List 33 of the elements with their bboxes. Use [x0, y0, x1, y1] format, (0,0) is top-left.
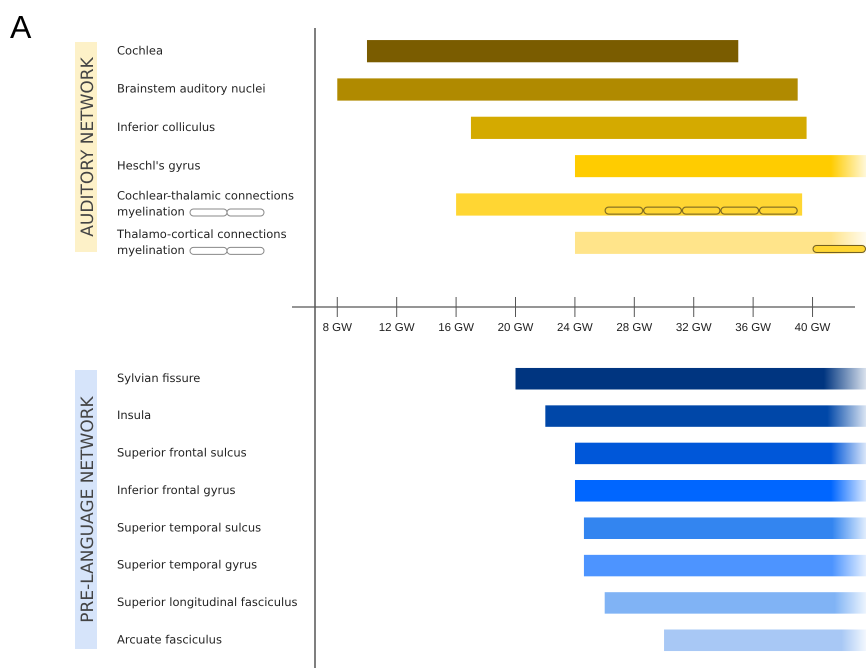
- y-tick-label: Arcuate fasciculus: [117, 632, 222, 646]
- y-tick-label: Thalamo-cortical connections myelination: [116, 226, 287, 257]
- x-tick-label: 36 GW: [735, 322, 772, 334]
- y-axis-title: PRE-LANGUAGE NETWORK: [78, 395, 98, 623]
- x-tick-label: 20 GW: [498, 322, 534, 334]
- text: A: [10, 9, 32, 45]
- x-tick-label: 32 GW: [676, 322, 712, 334]
- y-tick-label: Superior frontal sulcus: [117, 446, 247, 460]
- bar: [604, 206, 798, 216]
- y-tick-label: Inferior frontal gyrus: [117, 482, 236, 497]
- y-tick-label: Brainstem auditory nuclei: [117, 82, 266, 96]
- y-tick-label: Heschl's gyrus: [117, 158, 200, 172]
- y-tick-label: Superior longitudinal fasciculus: [117, 595, 298, 610]
- x-tick-label: 8 GW: [322, 322, 352, 334]
- y-axis-title: AUDITORY NETWORK: [78, 56, 98, 237]
- bar: [366, 40, 738, 62]
- x-tick-label: 16 GW: [438, 322, 474, 334]
- y-tick-label: Superior temporal gyrus: [117, 558, 258, 572]
- bar: [574, 155, 866, 178]
- y-tick-label: Superior temporal sulcus: [117, 520, 262, 534]
- bar: [812, 244, 866, 254]
- x-tick-label: 24 GW: [557, 322, 593, 334]
- x-tick-label: 40 GW: [794, 322, 831, 334]
- y-tick-label: Cochlea: [117, 43, 163, 58]
- bar: [470, 116, 807, 139]
- y-tick-label: Cochlear-thalamic connections myelination: [117, 188, 294, 219]
- y-tick-label: Insula: [117, 408, 152, 422]
- bar: [337, 78, 798, 101]
- x-tick-label: 28 GW: [616, 322, 652, 334]
- y-tick-label: Inferior colliculus: [117, 120, 216, 134]
- y-tick-label: Sylvian fissure: [117, 370, 200, 385]
- bar: [574, 232, 866, 254]
- x-tick-label: 12 GW: [378, 322, 415, 334]
